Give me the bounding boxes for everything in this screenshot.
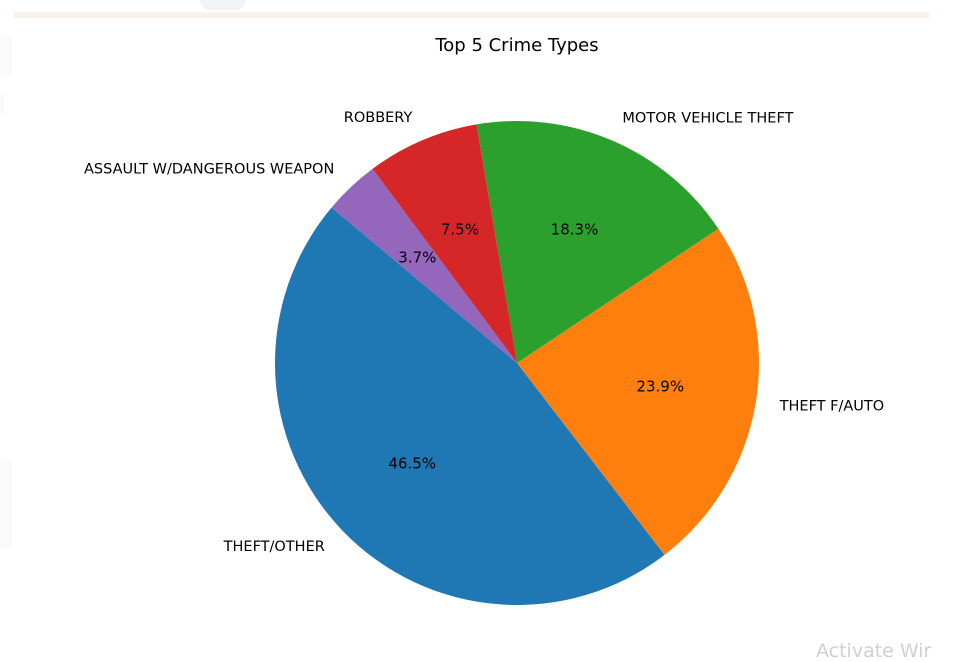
slice-percent-label: 7.5% — [441, 220, 479, 238]
slice-category-label: THEFT/OTHER — [223, 539, 325, 555]
faded-side-control — [0, 460, 12, 548]
slice-category-label: ROBBERY — [344, 110, 413, 126]
activate-windows-watermark: Activate Wir — [816, 640, 932, 662]
pie-slice — [372, 124, 517, 364]
slice-percent-label: 23.9% — [636, 378, 684, 396]
pie-slice — [476, 121, 719, 363]
pie-slice — [517, 228, 759, 555]
slice-percent-label: 18.3% — [551, 221, 599, 239]
faded-side-control — [0, 94, 4, 114]
top-strip — [14, 12, 929, 18]
slice-percent-label: 3.7% — [398, 248, 436, 266]
slice-category-label: ASSAULT W/DANGEROUS WEAPON — [84, 161, 334, 177]
faded-side-control — [0, 36, 12, 78]
slice-category-label: THEFT F/AUTO — [779, 398, 885, 414]
pie-slice — [331, 168, 517, 363]
slice-percent-label: 46.5% — [388, 454, 436, 472]
faded-tab — [200, 0, 246, 10]
chart-title: Top 5 Crime Types — [434, 35, 598, 56]
pie-slice — [275, 207, 665, 605]
slice-category-label: MOTOR VEHICLE THEFT — [622, 111, 793, 127]
